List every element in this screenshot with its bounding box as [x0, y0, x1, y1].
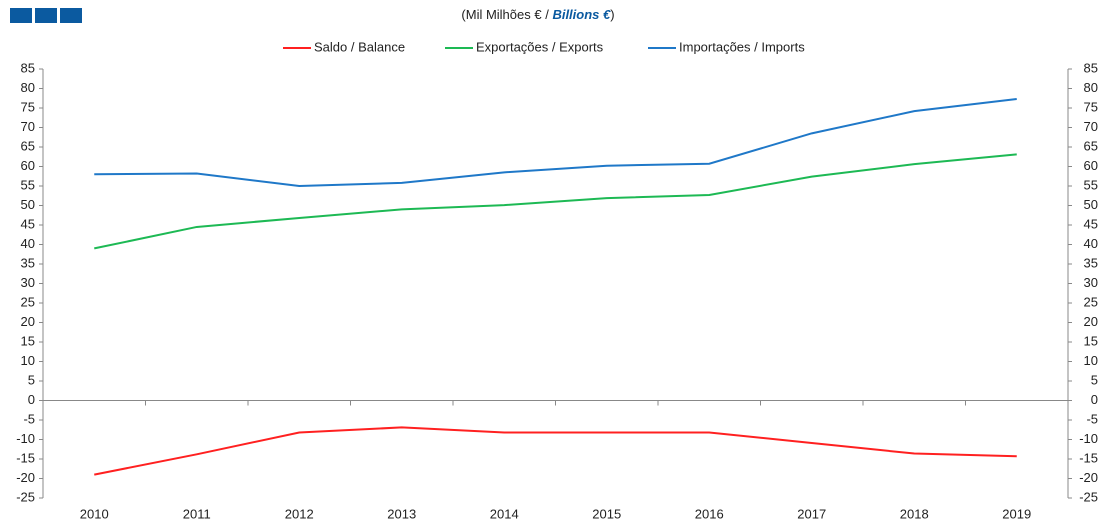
series-line [94, 98, 1017, 188]
y-tick-label: 45 [21, 216, 35, 231]
y2-tick-label: 30 [1084, 275, 1098, 290]
y-tick-label: 55 [21, 177, 35, 192]
y2-tick-label: 40 [1084, 236, 1098, 251]
y2-tick-label: 65 [1084, 138, 1098, 153]
y-tick-label: 60 [21, 158, 35, 173]
y-tick-label: -15 [16, 450, 35, 465]
y-tick-label: 15 [21, 333, 35, 348]
y-tick-label: 65 [21, 138, 35, 153]
x-tick-label: 2013 [387, 506, 416, 521]
y-tick-label: 35 [21, 255, 35, 270]
y2-tick-label: 10 [1084, 353, 1098, 368]
series-line [94, 426, 1017, 476]
y2-tick-label: 60 [1084, 158, 1098, 173]
series-line [94, 153, 1017, 250]
y2-tick-label: 50 [1084, 197, 1098, 212]
y2-tick-label: 75 [1084, 99, 1098, 114]
y2-tick-label: -20 [1079, 470, 1098, 485]
y2-tick-label: 0 [1091, 392, 1098, 407]
y-tick-label: 20 [21, 314, 35, 329]
y-tick-label: -20 [16, 470, 35, 485]
y-tick-label: 40 [21, 236, 35, 251]
y2-tick-label: 70 [1084, 119, 1098, 134]
y-tick-label: -25 [16, 489, 35, 504]
x-tick-label: 2018 [900, 506, 929, 521]
legend-label: Importações / Imports [679, 39, 805, 54]
y2-tick-label: 25 [1084, 294, 1098, 309]
y2-tick-label: 80 [1084, 80, 1098, 95]
y2-tick-label: -10 [1079, 431, 1098, 446]
x-tick-label: 2012 [285, 506, 314, 521]
y-tick-label: 0 [28, 392, 35, 407]
y2-tick-label: 35 [1084, 255, 1098, 270]
chart-subtitle: (Mil Milhões € / Billions €) [461, 7, 614, 22]
y-tick-label: 80 [21, 80, 35, 95]
x-tick-label: 2019 [1002, 506, 1031, 521]
y2-tick-label: 85 [1084, 60, 1098, 75]
y-tick-label: 70 [21, 119, 35, 134]
x-tick-label: 2015 [592, 506, 621, 521]
y2-tick-label: 20 [1084, 314, 1098, 329]
x-tick-label: 2017 [797, 506, 826, 521]
y-tick-label: 5 [28, 372, 35, 387]
y2-tick-label: -15 [1079, 450, 1098, 465]
subtitle-end: ) [610, 7, 614, 22]
logo [10, 8, 82, 23]
legend-label: Exportações / Exports [476, 39, 604, 54]
y-tick-label: 85 [21, 60, 35, 75]
x-tick-label: 2011 [183, 506, 211, 521]
y2-tick-label: 5 [1091, 372, 1098, 387]
y-tick-label: 75 [21, 99, 35, 114]
y-tick-label: 50 [21, 197, 35, 212]
x-tick-label: 2014 [490, 506, 519, 521]
y2-tick-label: -5 [1086, 411, 1098, 426]
y2-tick-label: 55 [1084, 177, 1098, 192]
y2-tick-label: 15 [1084, 333, 1098, 348]
y-tick-label: -10 [16, 431, 35, 446]
y-tick-label: 10 [21, 353, 35, 368]
y-tick-label: -5 [23, 411, 35, 426]
y2-tick-label: -25 [1079, 489, 1098, 504]
x-tick-label: 2016 [695, 506, 724, 521]
legend-label: Saldo / Balance [314, 39, 405, 54]
subtitle-en: Billions € [552, 7, 611, 22]
y-tick-label: 25 [21, 294, 35, 309]
y2-tick-label: 45 [1084, 216, 1098, 231]
y-tick-label: 30 [21, 275, 35, 290]
x-tick-label: 2010 [80, 506, 109, 521]
subtitle-pt: (Mil Milhões € / [461, 7, 552, 22]
